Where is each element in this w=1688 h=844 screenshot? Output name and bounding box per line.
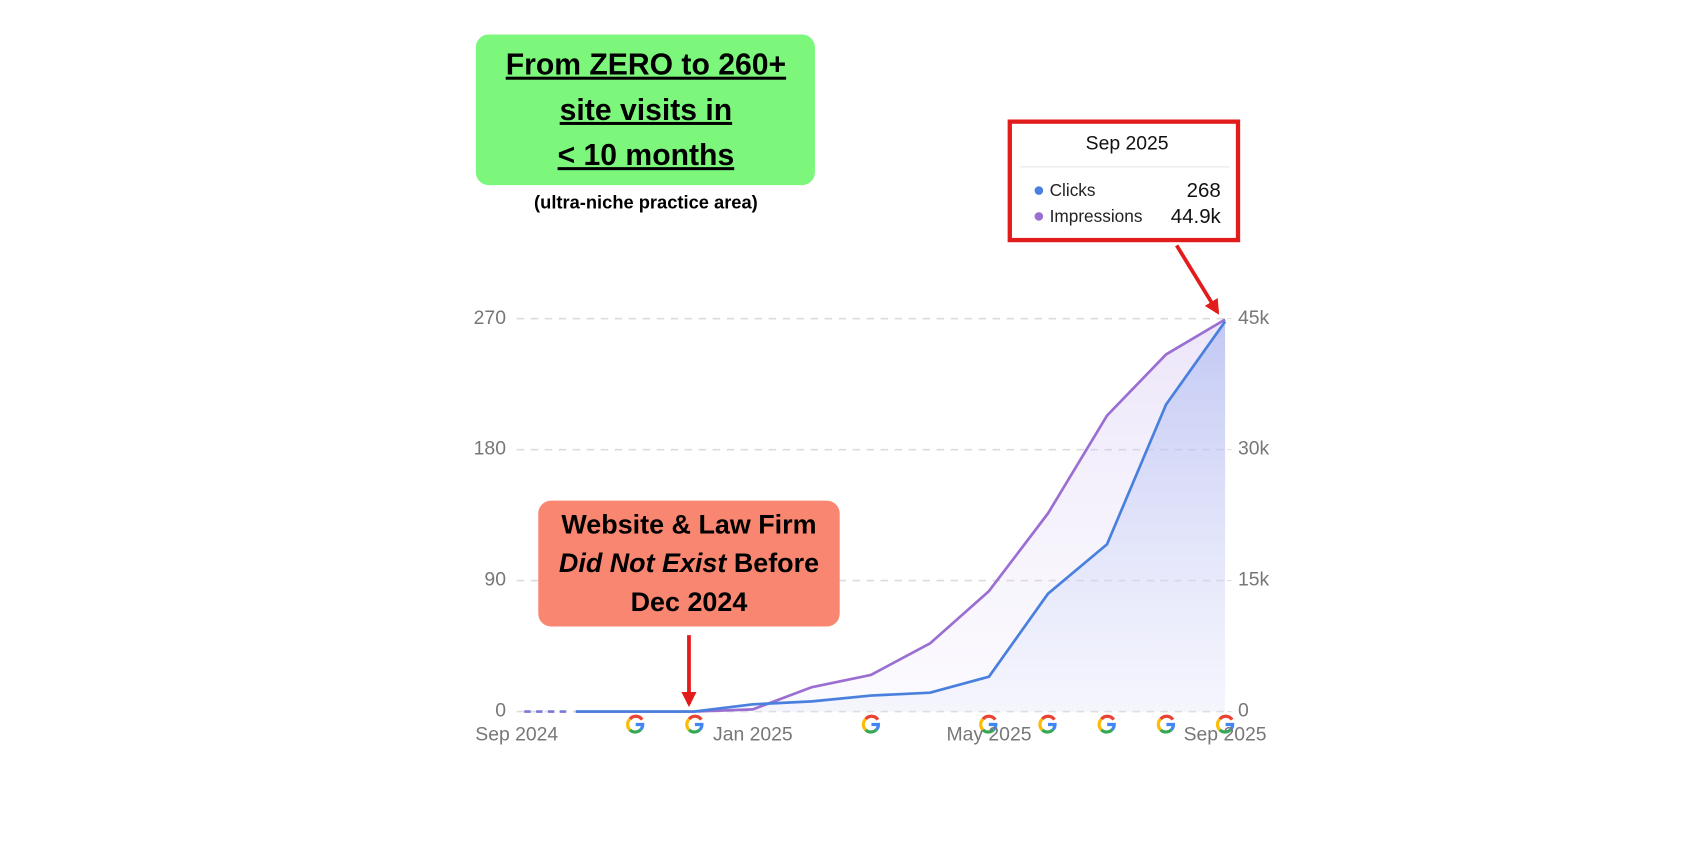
tooltip-value: 44.9k — [1171, 205, 1222, 228]
callout-line: Did Not Exist Before — [559, 548, 819, 578]
tooltip-arrow — [1175, 244, 1220, 315]
x-tick-label: Jan 2025 — [713, 723, 793, 745]
callout-text: Website & Law Firm — [561, 510, 816, 540]
areas — [575, 319, 1226, 712]
google-icon — [1035, 712, 1060, 737]
callout: Website & Law Firm Did Not Exist Before De… — [559, 510, 819, 618]
headline-line: From ZERO to 260+ — [506, 49, 786, 82]
tooltip-title: Sep 2025 — [1086, 132, 1169, 154]
google-icon — [622, 712, 648, 737]
x-tick-label: Sep 2025 — [1184, 723, 1267, 745]
x-tick-label: May 2025 — [946, 723, 1031, 745]
headline-line: < 10 months — [558, 139, 735, 172]
tooltip-box — [1007, 119, 1241, 243]
y2-tick-label: 45k — [1238, 307, 1270, 329]
y2-tick-label: 15k — [1238, 569, 1270, 591]
callout-text: Dec 2024 — [631, 587, 748, 617]
y-tick-label: 180 — [474, 438, 507, 460]
x-axis: Sep 2024 Jan 2025 May 2025 Sep 2025 — [475, 723, 1266, 745]
y-tick-label: 270 — [474, 307, 507, 329]
series-area — [575, 321, 1226, 712]
headline-box — [475, 34, 815, 186]
legend-swatch — [1034, 212, 1044, 221]
headline-note: (ultra-niche practice area) — [534, 191, 758, 212]
google-icon — [1153, 712, 1179, 737]
google-icon — [858, 712, 884, 737]
headline: From ZERO to 260+ site visits in < 10 mont… — [506, 49, 786, 172]
callout-box — [538, 500, 840, 627]
y-tick-label: 0 — [495, 700, 506, 722]
callout-line: Website & Law Firm — [561, 510, 816, 540]
lines — [575, 318, 1227, 713]
legend-swatch — [1034, 186, 1044, 195]
callout-text: Did Not Exist — [559, 548, 727, 578]
tooltip-value: 268 — [1187, 179, 1221, 202]
y-tick-label: 90 — [484, 569, 506, 591]
legend-label: Clicks — [1050, 180, 1096, 200]
y2-tick-label: 0 — [1238, 700, 1249, 722]
google-icon — [681, 712, 707, 737]
legend-label: Impressions — [1050, 206, 1143, 226]
headline-line: site visits in — [560, 94, 732, 127]
callout-text: Before — [726, 548, 819, 578]
google-icon — [1094, 712, 1120, 737]
callout-line: Dec 2024 — [631, 587, 748, 617]
series-line — [575, 320, 1227, 713]
y2-tick-label: 30k — [1238, 438, 1270, 460]
x-tick-label: Sep 2024 — [475, 723, 558, 745]
